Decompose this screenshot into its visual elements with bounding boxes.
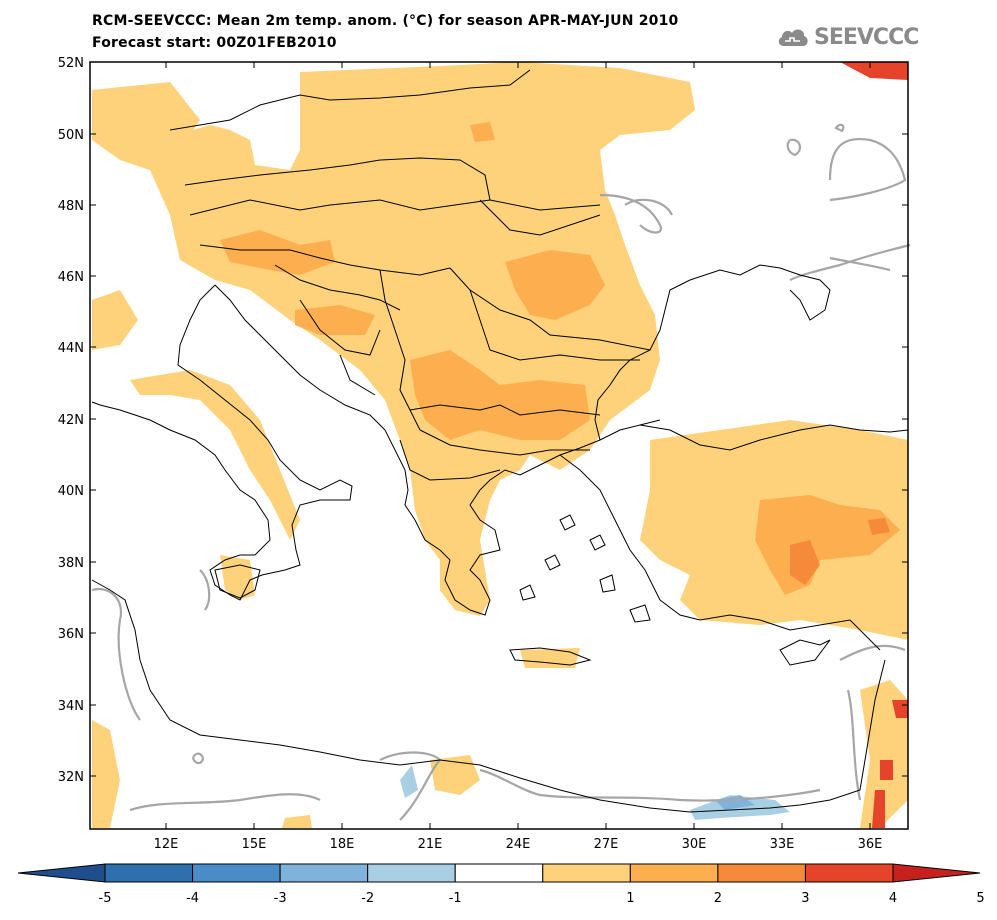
lat-tick-label: 46N bbox=[58, 270, 84, 285]
lon-tick: 36E bbox=[858, 62, 883, 852]
lat-tick-label: 38N bbox=[58, 556, 84, 571]
lat-tick-label: 40N bbox=[58, 484, 84, 499]
colorbar-swatch bbox=[629, 863, 719, 883]
lat-tick: 42N bbox=[58, 413, 908, 428]
lat-tick: 40N bbox=[58, 484, 908, 499]
lon-tick: 12E bbox=[154, 62, 179, 852]
colorbar-swatch bbox=[192, 863, 281, 883]
colorbar-label: 4 bbox=[889, 891, 897, 906]
lon-tick-label: 24E bbox=[506, 837, 531, 852]
map-frame bbox=[89, 61, 909, 830]
map-title: RCM-SEEVCCC: Mean 2m temp. anom. (°C) fo… bbox=[92, 13, 679, 29]
lat-tick-label: 32N bbox=[58, 770, 84, 785]
lat-tick: 32N bbox=[58, 770, 908, 785]
colorbar-arrow-low bbox=[17, 863, 106, 883]
lat-tick: 34N bbox=[58, 699, 908, 714]
forecast-start-label: Forecast start: 00Z01FEB2010 bbox=[92, 35, 337, 51]
lat-tick-label: 44N bbox=[58, 341, 84, 356]
cloud-logo-icon bbox=[778, 29, 808, 46]
lon-tick-label: 18E bbox=[330, 837, 355, 852]
colorbar-swatch bbox=[279, 863, 369, 883]
colorbar-swatch bbox=[804, 863, 894, 883]
logo-text: SEEVCCC bbox=[814, 24, 919, 50]
colorbar-swatch bbox=[542, 863, 631, 883]
lon-tick-label: 21E bbox=[418, 837, 443, 852]
lon-tick-label: 27E bbox=[594, 837, 619, 852]
anomaly-3-4-layer bbox=[790, 518, 890, 585]
anomaly-1-2-layer bbox=[92, 62, 908, 828]
colorbar-label: 1 bbox=[626, 891, 634, 906]
seevccc-logo: SEEVCCC bbox=[776, 22, 919, 52]
colorbar-label: 3 bbox=[801, 891, 809, 906]
lat-tick-label: 36N bbox=[58, 627, 84, 642]
colorbar-swatch bbox=[104, 863, 194, 883]
colorbar-label: -3 bbox=[274, 891, 287, 906]
lon-tick: 30E bbox=[682, 62, 707, 852]
lon-tick-label: 30E bbox=[682, 837, 707, 852]
lon-tick: 27E bbox=[594, 62, 619, 852]
lon-tick-label: 36E bbox=[858, 837, 883, 852]
longitude-axis: 12E 15E 18E 21E 24E 27E 30E 33E 36E bbox=[154, 62, 883, 852]
lon-tick: 18E bbox=[330, 62, 355, 852]
lon-tick: 21E bbox=[418, 62, 443, 852]
colorbar-label: -4 bbox=[186, 891, 199, 906]
lat-tick-label: 52N bbox=[58, 56, 84, 71]
coastlines bbox=[91, 264, 909, 813]
colorbar-arrow-high bbox=[892, 863, 981, 883]
country-borders bbox=[169, 69, 651, 481]
lon-tick-label: 15E bbox=[242, 837, 267, 852]
lat-tick-label: 48N bbox=[58, 199, 84, 214]
anomaly-4-5-layer bbox=[840, 62, 908, 828]
colorbar-label: 5 bbox=[976, 891, 984, 906]
colorbar-label: -1 bbox=[449, 891, 462, 906]
colorbar bbox=[17, 863, 981, 883]
lat-tick: 36N bbox=[58, 627, 908, 642]
lat-tick: 50N bbox=[58, 128, 908, 143]
lat-tick: 48N bbox=[58, 199, 908, 214]
lat-tick: 38N bbox=[58, 556, 908, 571]
lon-tick-label: 33E bbox=[770, 837, 795, 852]
lat-tick: 52N bbox=[58, 56, 96, 71]
colorbar-label: -5 bbox=[99, 891, 112, 906]
colorbar-swatch bbox=[454, 863, 544, 883]
lon-tick-label: 12E bbox=[154, 837, 179, 852]
lat-tick: 44N bbox=[58, 341, 908, 356]
colorbar-swatch bbox=[717, 863, 806, 883]
lat-tick: 46N bbox=[58, 270, 908, 285]
colorbar-label: 2 bbox=[714, 891, 722, 906]
lat-tick-label: 50N bbox=[58, 128, 84, 143]
colorbar-swatch bbox=[367, 863, 456, 883]
lon-tick: 24E bbox=[506, 62, 531, 852]
lat-tick-label: 34N bbox=[58, 699, 84, 714]
zero-contour-lines bbox=[91, 123, 911, 821]
lon-tick: 15E bbox=[242, 62, 267, 852]
colorbar-labels: -5 -4 -3 -2 -1 1 2 3 4 5 bbox=[99, 891, 985, 906]
lon-tick: 33E bbox=[770, 62, 795, 852]
colorbar-label: -2 bbox=[361, 891, 374, 906]
lat-tick-label: 42N bbox=[58, 413, 84, 428]
latitude-axis: 52N 50N 48N 46N 44N 42N 40N 38N 36N 34N … bbox=[58, 56, 908, 785]
